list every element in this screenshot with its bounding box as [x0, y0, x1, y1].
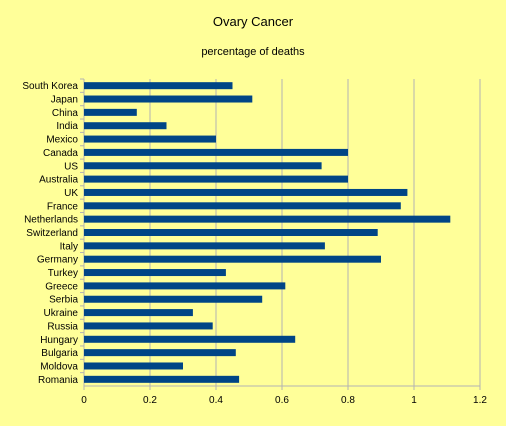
bar [84, 229, 378, 236]
y-tick-label: India [56, 121, 78, 132]
bar [84, 295, 263, 303]
chart-subtitle: percentage of deaths [201, 46, 305, 58]
bar [84, 349, 236, 357]
x-tick-label: 0.4 [209, 395, 223, 406]
bar [84, 95, 253, 103]
y-tick-label: Russia [47, 321, 78, 332]
y-tick-label: Turkey [48, 268, 78, 279]
y-tick-label: China [52, 108, 79, 119]
bar [84, 162, 322, 170]
bar [84, 188, 408, 196]
y-tick-label: UK [64, 188, 78, 199]
bar [84, 322, 213, 330]
y-tick-label: Italy [60, 241, 78, 252]
y-tick-label: Bulgaria [41, 348, 78, 359]
y-tick-label: Moldova [40, 361, 78, 372]
chart-title: Ovary Cancer [212, 14, 294, 29]
x-tick-label: 1.2 [473, 395, 487, 406]
bar [84, 202, 401, 210]
y-tick-label: Ukraine [44, 308, 79, 319]
bar [84, 282, 286, 290]
y-tick-label: Canada [43, 148, 78, 159]
bar [84, 148, 348, 156]
x-tick-label: 0.2 [143, 395, 157, 406]
bar [84, 135, 216, 143]
y-tick-label: South Korea [22, 81, 78, 92]
bar [84, 362, 183, 370]
y-tick-label: Greece [45, 281, 78, 292]
y-tick-label: France [47, 201, 79, 212]
y-tick-label: Hungary [40, 335, 78, 346]
bar [84, 269, 226, 277]
bar [84, 215, 451, 223]
bar [84, 175, 348, 183]
y-tick-label: Serbia [49, 295, 78, 306]
x-tick-label: 0.6 [275, 395, 289, 406]
y-tick-label: Netherlands [24, 215, 78, 226]
y-tick-label: Switzerland [26, 228, 78, 239]
y-tick-label: Mexico [46, 135, 78, 146]
bar [84, 309, 193, 317]
bar [84, 375, 240, 383]
x-tick-label: 0 [81, 395, 87, 406]
y-tick-label: US [64, 161, 78, 172]
y-tick-label: Germany [37, 255, 78, 266]
bar [84, 255, 381, 263]
x-tick-label: 1 [411, 395, 417, 406]
bar [84, 335, 296, 343]
bar [84, 108, 137, 116]
x-tick-label: 0.8 [341, 395, 355, 406]
y-tick-label: Japan [51, 95, 78, 106]
bar [84, 122, 167, 130]
bar [84, 242, 325, 250]
y-tick-label: Romania [38, 375, 78, 386]
bar [84, 82, 233, 90]
y-tick-label: Australia [39, 175, 78, 186]
